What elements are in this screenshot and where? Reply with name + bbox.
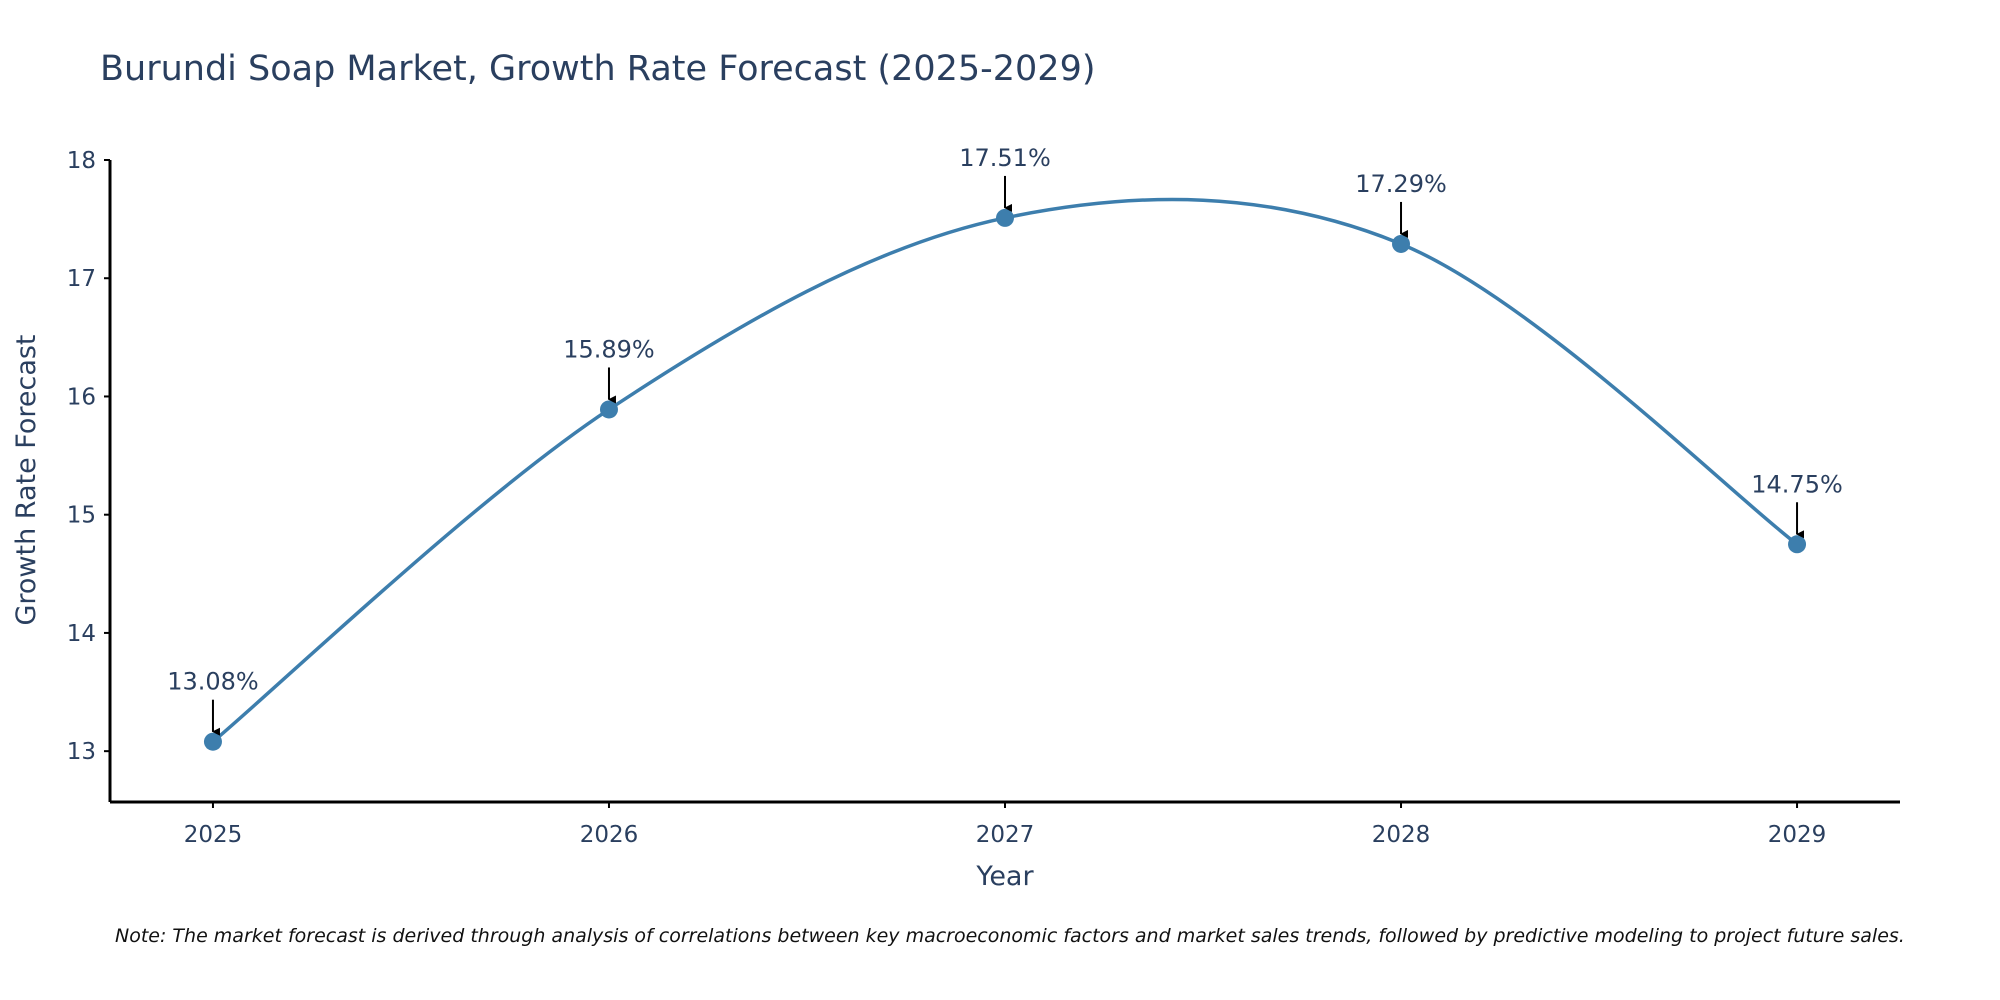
data-label: 14.75% <box>1751 470 1843 498</box>
series-line <box>211 197 1799 744</box>
data-point <box>1788 535 1807 554</box>
footnote: Note: The market forecast is derived thr… <box>115 925 1905 947</box>
data-label: 17.29% <box>1355 170 1447 198</box>
y-axis-title: Growth Rate Forecast <box>11 334 42 625</box>
data-label: 15.89% <box>563 335 655 363</box>
y-tick-label: 17 <box>67 266 96 292</box>
data-label: 17.51% <box>959 144 1051 172</box>
x-axis-title: Year <box>975 861 1034 892</box>
data-point <box>599 400 618 419</box>
y-tick-label: 16 <box>67 384 96 410</box>
y-axis-ticks: 13 14 15 16 17 18 <box>67 148 110 765</box>
chart-title: Burundi Soap Market, Growth Rate Forecas… <box>100 49 1096 89</box>
plot-area: 13.08% 15.89% 17.51% 17.29% 14.75% <box>167 144 1843 751</box>
y-tick-label: 18 <box>67 148 96 174</box>
y-tick-label: 15 <box>67 503 96 529</box>
x-axis-ticks: 2025 2026 2027 2028 2029 <box>184 802 1827 848</box>
x-tick-label: 2025 <box>184 822 243 848</box>
data-point <box>996 208 1014 227</box>
data-label: 13.08% <box>167 668 259 696</box>
y-tick-label: 13 <box>67 739 96 765</box>
x-tick-label: 2028 <box>1372 822 1431 848</box>
x-tick-label: 2026 <box>580 822 639 848</box>
y-tick-label: 14 <box>67 621 96 647</box>
data-point <box>1392 234 1411 253</box>
data-point <box>203 732 222 751</box>
x-tick-label: 2027 <box>976 822 1035 848</box>
x-tick-label: 2029 <box>1768 822 1827 848</box>
